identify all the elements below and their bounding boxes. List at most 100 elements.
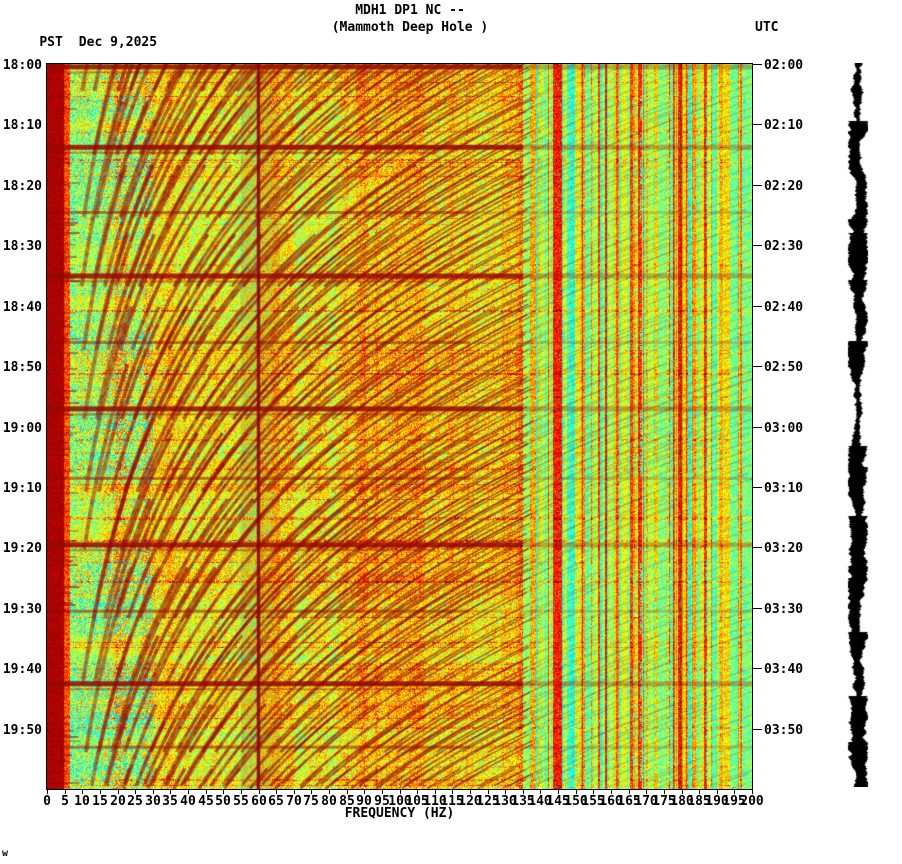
time-tick-mark-right bbox=[753, 547, 762, 548]
footer-glyph: w bbox=[2, 848, 9, 859]
frequency-tick-mark bbox=[153, 790, 154, 794]
frequency-tick-label: 180 bbox=[670, 794, 694, 809]
timezone-right-label: UTC bbox=[755, 20, 779, 35]
station-title: MDH1 DP1 NC -- bbox=[355, 3, 465, 18]
frequency-tick-label: 175 bbox=[652, 794, 676, 809]
frequency-tick-mark bbox=[611, 790, 612, 794]
frequency-tick-label: 135 bbox=[511, 794, 535, 809]
frequency-tick-label: 165 bbox=[617, 794, 641, 809]
frequency-axis: 0 5 10 15 20 25 30 35 40 45 50 55 60 65 70 75 80 85 90 95 10… bbox=[43, 790, 764, 812]
time-tick-label-right: 02:10 bbox=[764, 118, 804, 133]
header-left: PST Dec 9,2025 bbox=[8, 20, 157, 65]
timezone-left-label: PST bbox=[39, 35, 63, 50]
frequency-tick-mark bbox=[576, 790, 577, 794]
frequency-tick-label: 15 bbox=[92, 794, 108, 809]
frequency-tick-label: 0 bbox=[43, 794, 51, 809]
frequency-tick-mark bbox=[717, 790, 718, 794]
frequency-tick-label: 170 bbox=[634, 794, 658, 809]
frequency-tick-mark bbox=[488, 790, 489, 794]
frequency-tick-mark bbox=[540, 790, 541, 794]
frequency-tick-label: 150 bbox=[564, 794, 588, 809]
time-tick-mark-right bbox=[753, 427, 762, 428]
frequency-tick-label: 160 bbox=[599, 794, 623, 809]
frequency-tick-mark bbox=[170, 790, 171, 794]
frequency-tick-mark bbox=[347, 790, 348, 794]
frequency-tick-label: 200 bbox=[740, 794, 764, 809]
frequency-tick-mark bbox=[382, 790, 383, 794]
time-tick-label-right: 03:20 bbox=[764, 541, 804, 556]
frequency-tick-mark bbox=[100, 790, 101, 794]
frequency-tick-label: 35 bbox=[162, 794, 178, 809]
time-tick-mark-right bbox=[753, 608, 762, 609]
time-tick-mark-right bbox=[753, 668, 762, 669]
frequency-tick-label: 125 bbox=[476, 794, 500, 809]
time-tick-label-left: 18:40 bbox=[2, 300, 42, 315]
frequency-tick-label: 45 bbox=[198, 794, 214, 809]
time-tick-label-left: 18:50 bbox=[2, 360, 42, 375]
frequency-tick-mark bbox=[505, 790, 506, 794]
frequency-tick-mark bbox=[223, 790, 224, 794]
frequency-tick-mark bbox=[646, 790, 647, 794]
frequency-tick-mark bbox=[452, 790, 453, 794]
frequency-tick-mark bbox=[699, 790, 700, 794]
frequency-tick-mark bbox=[558, 790, 559, 794]
frequency-tick-mark bbox=[435, 790, 436, 794]
spectrogram-frame bbox=[46, 63, 753, 790]
frequency-tick-mark bbox=[294, 790, 295, 794]
frequency-tick-mark bbox=[118, 790, 119, 794]
time-tick-label-left: 19:30 bbox=[2, 602, 42, 617]
frequency-tick-mark bbox=[593, 790, 594, 794]
frequency-tick-label: 105 bbox=[405, 794, 429, 809]
seismogram-strip-canvas bbox=[847, 63, 869, 787]
time-tick-label-right: 02:00 bbox=[764, 58, 804, 73]
time-tick-label-right: 02:50 bbox=[764, 360, 804, 375]
frequency-tick-label: 110 bbox=[423, 794, 447, 809]
frequency-tick-label: 80 bbox=[321, 794, 337, 809]
frequency-tick-label: 185 bbox=[687, 794, 711, 809]
frequency-tick-label: 5 bbox=[61, 794, 69, 809]
frequency-tick-label: 55 bbox=[233, 794, 249, 809]
frequency-tick-label: 40 bbox=[180, 794, 196, 809]
time-tick-mark-right bbox=[753, 487, 762, 488]
frequency-tick-mark bbox=[364, 790, 365, 794]
frequency-tick-mark bbox=[47, 790, 48, 794]
frequency-tick-label: 25 bbox=[127, 794, 143, 809]
frequency-tick-label: 30 bbox=[145, 794, 161, 809]
time-tick-label-left: 19:20 bbox=[2, 541, 42, 556]
frequency-tick-label: 10 bbox=[74, 794, 90, 809]
frequency-tick-label: 70 bbox=[286, 794, 302, 809]
frequency-tick-label: 65 bbox=[268, 794, 284, 809]
frequency-tick-mark bbox=[188, 790, 189, 794]
frequency-tick-mark bbox=[734, 790, 735, 794]
time-tick-label-right: 03:00 bbox=[764, 421, 804, 436]
frequency-tick-label: 90 bbox=[356, 794, 372, 809]
station-subtitle: (Mammoth Deep Hole ) bbox=[331, 20, 489, 35]
frequency-tick-mark bbox=[329, 790, 330, 794]
time-tick-label-left: 19:00 bbox=[2, 421, 42, 436]
frequency-tick-label: 115 bbox=[440, 794, 464, 809]
frequency-tick-mark bbox=[259, 790, 260, 794]
time-tick-label-right: 02:40 bbox=[764, 300, 804, 315]
frequency-tick-mark bbox=[682, 790, 683, 794]
frequency-tick-label: 60 bbox=[251, 794, 267, 809]
frequency-tick-label: 195 bbox=[722, 794, 746, 809]
frequency-tick-mark bbox=[65, 790, 66, 794]
frequency-tick-mark bbox=[241, 790, 242, 794]
frequency-tick-label: 120 bbox=[458, 794, 482, 809]
time-tick-mark-right bbox=[753, 185, 762, 186]
frequency-tick-mark bbox=[629, 790, 630, 794]
frequency-tick-mark bbox=[752, 790, 753, 794]
time-tick-label-left: 18:30 bbox=[2, 239, 42, 254]
frequency-tick-label: 85 bbox=[339, 794, 355, 809]
frequency-tick-mark bbox=[206, 790, 207, 794]
frequency-tick-mark bbox=[417, 790, 418, 794]
right-time-axis: 02:00 02:10 02:20 02:30 02:40 02:50 03:00 03:10… bbox=[753, 58, 823, 790]
time-tick-mark-right bbox=[753, 366, 762, 367]
frequency-tick-label: 155 bbox=[581, 794, 605, 809]
frequency-tick-mark bbox=[470, 790, 471, 794]
frequency-tick-label: 75 bbox=[303, 794, 319, 809]
time-tick-label-left: 19:50 bbox=[2, 723, 42, 738]
frequency-tick-mark bbox=[664, 790, 665, 794]
time-tick-label-left: 18:10 bbox=[2, 118, 42, 133]
spectrogram-canvas bbox=[47, 64, 752, 789]
